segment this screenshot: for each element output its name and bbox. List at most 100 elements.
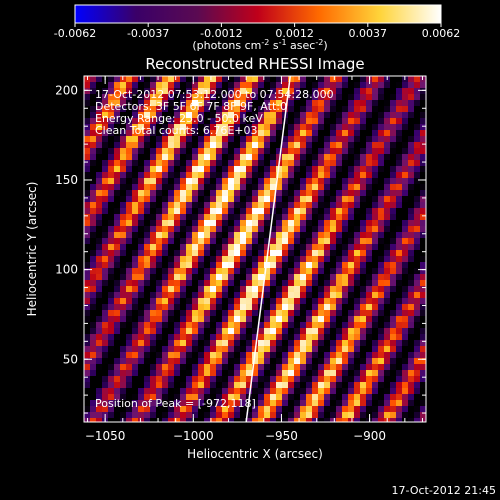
heatmap-cell — [132, 286, 138, 292]
heatmap-cell — [288, 334, 294, 340]
heatmap-cell — [162, 100, 168, 106]
heatmap-cell — [420, 130, 426, 136]
heatmap-cell — [294, 172, 300, 178]
heatmap-cell — [204, 268, 210, 274]
heatmap-cell — [414, 400, 420, 406]
heatmap-cell — [114, 160, 120, 166]
heatmap-cell — [318, 166, 324, 172]
heatmap-cell — [96, 172, 102, 178]
heatmap-cell — [126, 160, 132, 166]
heatmap-cell — [156, 292, 162, 298]
heatmap-cell — [162, 292, 168, 298]
heatmap-cell — [330, 166, 336, 172]
heatmap-cell — [378, 268, 384, 274]
heatmap-cell — [120, 358, 126, 364]
heatmap-cell — [282, 226, 288, 232]
heatmap-cell — [90, 172, 96, 178]
heatmap-cell — [354, 154, 360, 160]
heatmap-cell — [96, 88, 102, 94]
heatmap-cell — [90, 244, 96, 250]
heatmap-cell — [360, 154, 366, 160]
heatmap-cell — [366, 178, 372, 184]
heatmap-cell — [348, 178, 354, 184]
heatmap-cell — [96, 322, 102, 328]
heatmap-cell — [246, 262, 252, 268]
heatmap-cell — [264, 202, 270, 208]
heatmap-cell — [144, 394, 150, 400]
heatmap-cell — [258, 124, 264, 130]
heatmap-cell — [252, 358, 258, 364]
heatmap-cell — [84, 220, 90, 226]
heatmap-cell — [342, 418, 348, 422]
heatmap-cell — [180, 172, 186, 178]
heatmap-cell — [264, 370, 270, 376]
heatmap-cell — [276, 100, 282, 106]
heatmap-cell — [90, 340, 96, 346]
heatmap-cell — [288, 76, 294, 82]
heatmap-cell — [312, 256, 318, 262]
heatmap-cell — [186, 196, 192, 202]
heatmap-cell — [312, 394, 318, 400]
heatmap-cell — [330, 316, 336, 322]
heatmap-cell — [102, 172, 108, 178]
heatmap-cell — [108, 106, 114, 112]
heatmap-cell — [402, 100, 408, 106]
heatmap-cell — [102, 100, 108, 106]
heatmap-cell — [84, 76, 90, 82]
heatmap-cell — [420, 124, 426, 130]
heatmap-cell — [360, 334, 366, 340]
heatmap-cell — [228, 388, 234, 394]
heatmap-cell — [276, 256, 282, 262]
heatmap-cell — [126, 100, 132, 106]
heatmap-cell — [234, 286, 240, 292]
heatmap-cell — [360, 172, 366, 178]
heatmap-cell — [162, 370, 168, 376]
heatmap-cell — [270, 238, 276, 244]
heatmap-cell — [378, 382, 384, 388]
heatmap-cell — [420, 172, 426, 178]
heatmap-cell — [420, 214, 426, 220]
heatmap-cell — [234, 88, 240, 94]
heatmap-cell — [198, 166, 204, 172]
heatmap-cell — [414, 160, 420, 166]
heatmap-cell — [312, 244, 318, 250]
heatmap-cell — [96, 256, 102, 262]
heatmap-cell — [180, 376, 186, 382]
heatmap-cell — [264, 364, 270, 370]
heatmap-cell — [132, 178, 138, 184]
heatmap-cell — [240, 304, 246, 310]
heatmap-cell — [360, 208, 366, 214]
heatmap-cell — [210, 154, 216, 160]
heatmap-cell — [318, 130, 324, 136]
heatmap-cell — [132, 202, 138, 208]
heatmap-cell — [120, 340, 126, 346]
heatmap-cell — [372, 214, 378, 220]
heatmap-cell — [252, 172, 258, 178]
heatmap-cell — [396, 268, 402, 274]
heatmap-cell — [180, 214, 186, 220]
heatmap-cell — [390, 166, 396, 172]
heatmap-cell — [144, 124, 150, 130]
heatmap-cell — [204, 286, 210, 292]
heatmap-cell — [150, 88, 156, 94]
heatmap-cell — [204, 340, 210, 346]
heatmap-cell — [150, 328, 156, 334]
heatmap-cell — [294, 166, 300, 172]
heatmap-cell — [270, 322, 276, 328]
heatmap-cell — [198, 358, 204, 364]
heatmap-cell — [180, 340, 186, 346]
heatmap-cell — [144, 304, 150, 310]
heatmap-cell — [132, 352, 138, 358]
heatmap-cell — [90, 406, 96, 412]
heatmap-cell — [348, 142, 354, 148]
heatmap-cell — [204, 112, 210, 118]
timestamp: 17-Oct-2012 21:45 — [392, 484, 496, 497]
heatmap-cell — [354, 214, 360, 220]
heatmap-cell — [384, 112, 390, 118]
heatmap-cell — [138, 226, 144, 232]
heatmap-cell — [186, 244, 192, 250]
heatmap-cell — [156, 388, 162, 394]
heatmap-cell — [102, 118, 108, 124]
heatmap-cell — [216, 208, 222, 214]
heatmap-cell — [246, 280, 252, 286]
